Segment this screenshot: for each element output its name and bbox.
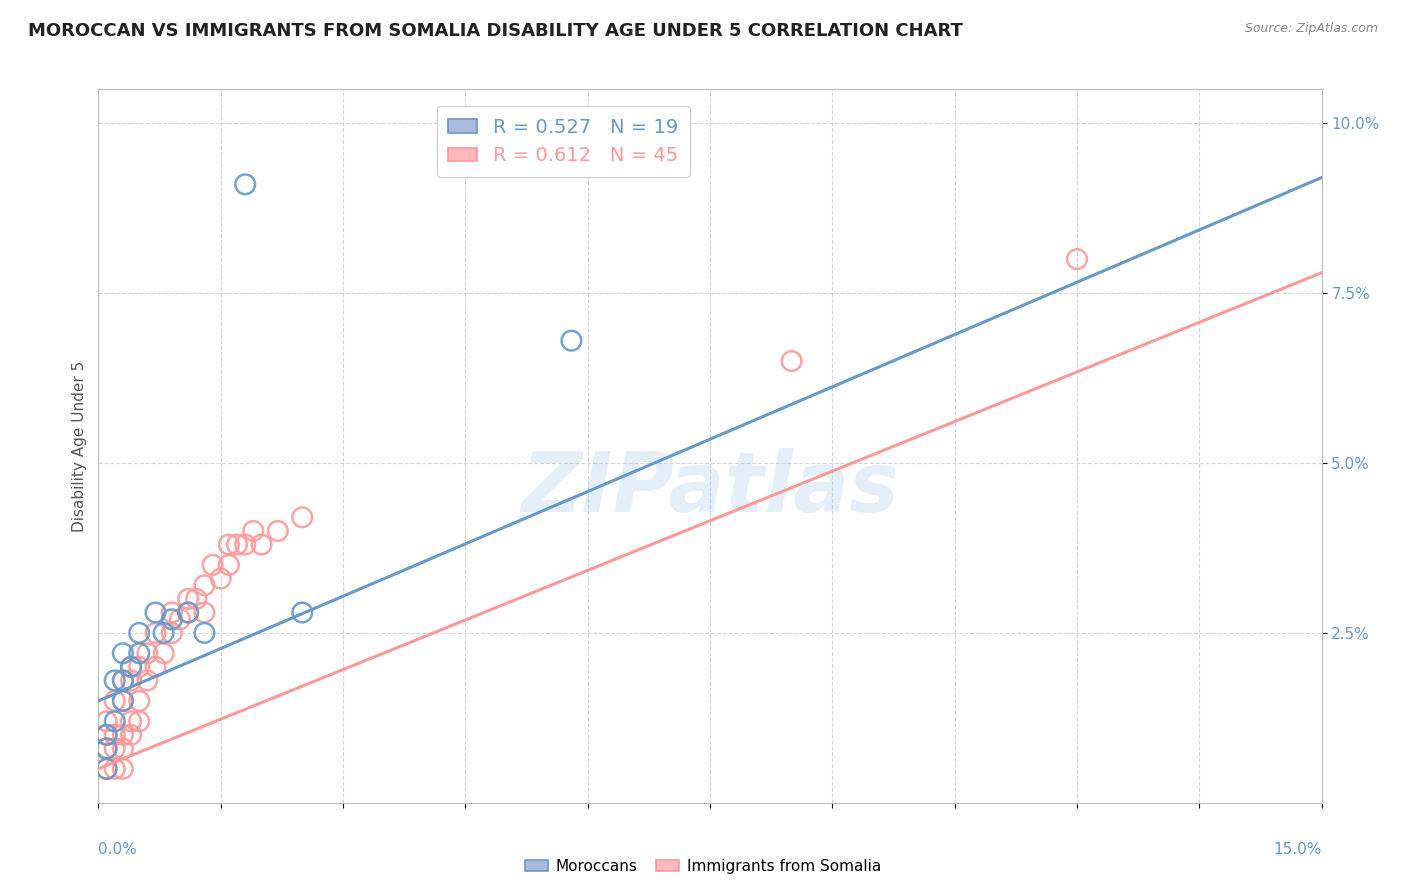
Point — [111, 762, 134, 776]
Point — [120, 660, 142, 674]
Point — [128, 626, 150, 640]
Point — [209, 572, 232, 586]
Text: MOROCCAN VS IMMIGRANTS FROM SOMALIA DISABILITY AGE UNDER 5 CORRELATION CHART: MOROCCAN VS IMMIGRANTS FROM SOMALIA DISA… — [28, 22, 963, 40]
Legend: Moroccans, Immigrants from Somalia: Moroccans, Immigrants from Somalia — [519, 853, 887, 880]
Point — [104, 762, 127, 776]
Point — [193, 626, 215, 640]
Point — [111, 646, 134, 660]
Point — [291, 510, 314, 524]
Point — [128, 714, 150, 729]
Point — [250, 537, 273, 551]
Point — [96, 728, 118, 742]
Legend: R = 0.527   N = 19, R = 0.612   N = 45: R = 0.527 N = 19, R = 0.612 N = 45 — [437, 106, 690, 178]
Point — [160, 612, 183, 626]
Point — [145, 660, 167, 674]
Y-axis label: Disability Age Under 5: Disability Age Under 5 — [72, 360, 87, 532]
Point — [193, 578, 215, 592]
Point — [104, 741, 127, 756]
Point — [218, 537, 240, 551]
Point — [128, 660, 150, 674]
Point — [160, 606, 183, 620]
Point — [96, 714, 118, 729]
Point — [128, 646, 150, 660]
Point — [291, 606, 314, 620]
Point — [96, 728, 118, 742]
Point — [145, 626, 167, 640]
Point — [120, 673, 142, 688]
Point — [169, 612, 191, 626]
Point — [104, 714, 127, 729]
Text: 0.0%: 0.0% — [98, 842, 138, 857]
Point — [111, 673, 134, 688]
Point — [96, 741, 118, 756]
Point — [233, 178, 256, 192]
Point — [104, 728, 127, 742]
Point — [104, 673, 127, 688]
Point — [136, 646, 159, 660]
Point — [120, 728, 142, 742]
Point — [111, 728, 134, 742]
Point — [104, 694, 127, 708]
Point — [218, 558, 240, 572]
Point — [136, 673, 159, 688]
Text: ZIPatlas: ZIPatlas — [522, 449, 898, 529]
Point — [201, 558, 224, 572]
Point — [160, 626, 183, 640]
Point — [177, 606, 200, 620]
Point — [233, 537, 256, 551]
Point — [560, 334, 582, 348]
Point — [145, 606, 167, 620]
Point — [226, 537, 249, 551]
Point — [111, 673, 134, 688]
Point — [128, 694, 150, 708]
Point — [96, 762, 118, 776]
Point — [242, 524, 264, 538]
Point — [96, 762, 118, 776]
Point — [177, 591, 200, 606]
Point — [186, 591, 208, 606]
Point — [152, 626, 174, 640]
Point — [111, 741, 134, 756]
Point — [120, 714, 142, 729]
Point — [111, 694, 134, 708]
Point — [1066, 252, 1088, 266]
Text: Source: ZipAtlas.com: Source: ZipAtlas.com — [1244, 22, 1378, 36]
Point — [120, 660, 142, 674]
Point — [111, 694, 134, 708]
Point — [177, 606, 200, 620]
Point — [193, 606, 215, 620]
Text: 15.0%: 15.0% — [1274, 842, 1322, 857]
Point — [152, 646, 174, 660]
Point — [267, 524, 290, 538]
Point — [780, 354, 803, 368]
Point — [96, 741, 118, 756]
